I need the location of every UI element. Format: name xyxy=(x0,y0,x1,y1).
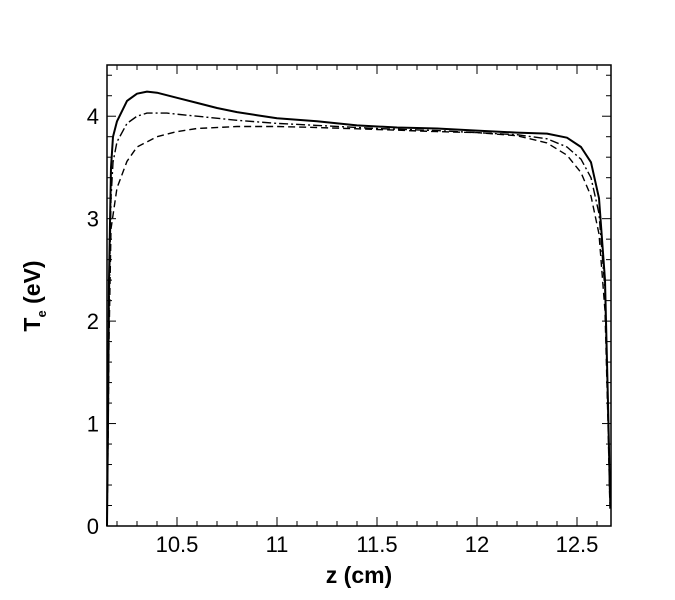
x-tick-label: 12.5 xyxy=(556,532,599,557)
x-tick-label: 12 xyxy=(465,532,489,557)
plot-frame xyxy=(106,64,612,527)
series-line-solid xyxy=(106,90,611,527)
y-axis-subscript: e xyxy=(34,310,49,317)
svg-text:Te (eV): Te (eV) xyxy=(19,260,49,331)
axis-ticks xyxy=(107,65,611,527)
y-tick-label: 2 xyxy=(87,309,99,334)
y-axis-label: Te (eV) xyxy=(19,260,49,331)
x-tick-label: 10.5 xyxy=(156,532,199,557)
y-axis-unit: (eV) xyxy=(19,260,45,303)
series-line-dashdot xyxy=(106,112,611,527)
series-lines xyxy=(106,90,611,527)
x-tick-label: 11 xyxy=(266,532,289,557)
y-tick-label: 4 xyxy=(87,104,99,129)
y-tick-label: 3 xyxy=(87,207,99,232)
series-line-dashed xyxy=(106,125,611,527)
y-axis-symbol: T xyxy=(19,318,45,332)
x-axis-label: z (cm) xyxy=(326,562,392,588)
x-tick-label: 11.5 xyxy=(356,532,397,557)
y-tick-label: 1 xyxy=(87,412,99,437)
y-tick-label: 0 xyxy=(87,514,99,539)
